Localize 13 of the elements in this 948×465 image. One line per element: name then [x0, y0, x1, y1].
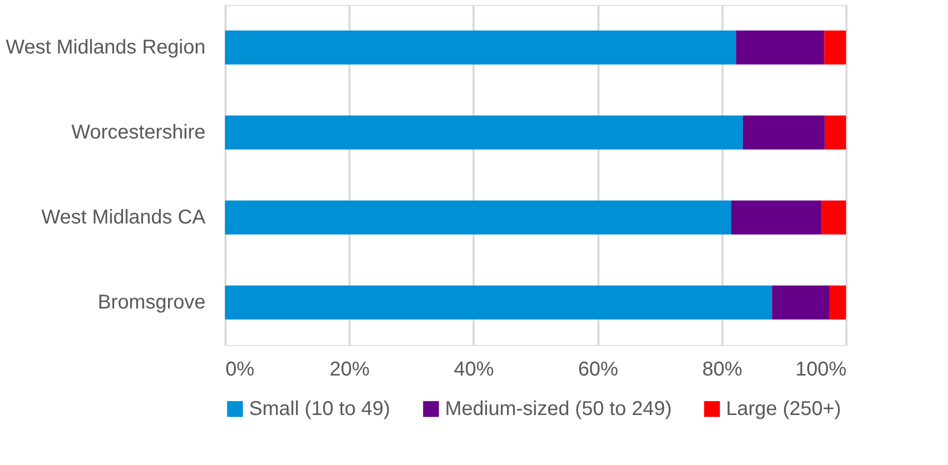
y-tick-label: West Midlands CA	[41, 206, 206, 228]
x-tick-label: 60%	[578, 358, 618, 380]
y-tick-label: West Midlands Region	[6, 36, 206, 58]
y-tick-label: Worcestershire	[71, 122, 206, 144]
y-tick-label: Bromsgrove	[98, 292, 206, 314]
x-tick-label: 40%	[454, 358, 494, 380]
x-tick-label: 0%	[226, 358, 255, 380]
legend-label: Small (10 to 49)	[249, 398, 390, 420]
x-tick-label: 80%	[702, 358, 743, 380]
legend-label: Medium-sized (50 to 249)	[445, 398, 672, 420]
x-tick-label: 100%	[795, 358, 847, 380]
x-tick-label: 20%	[330, 358, 370, 380]
legend-label: Large (250+)	[726, 398, 842, 420]
